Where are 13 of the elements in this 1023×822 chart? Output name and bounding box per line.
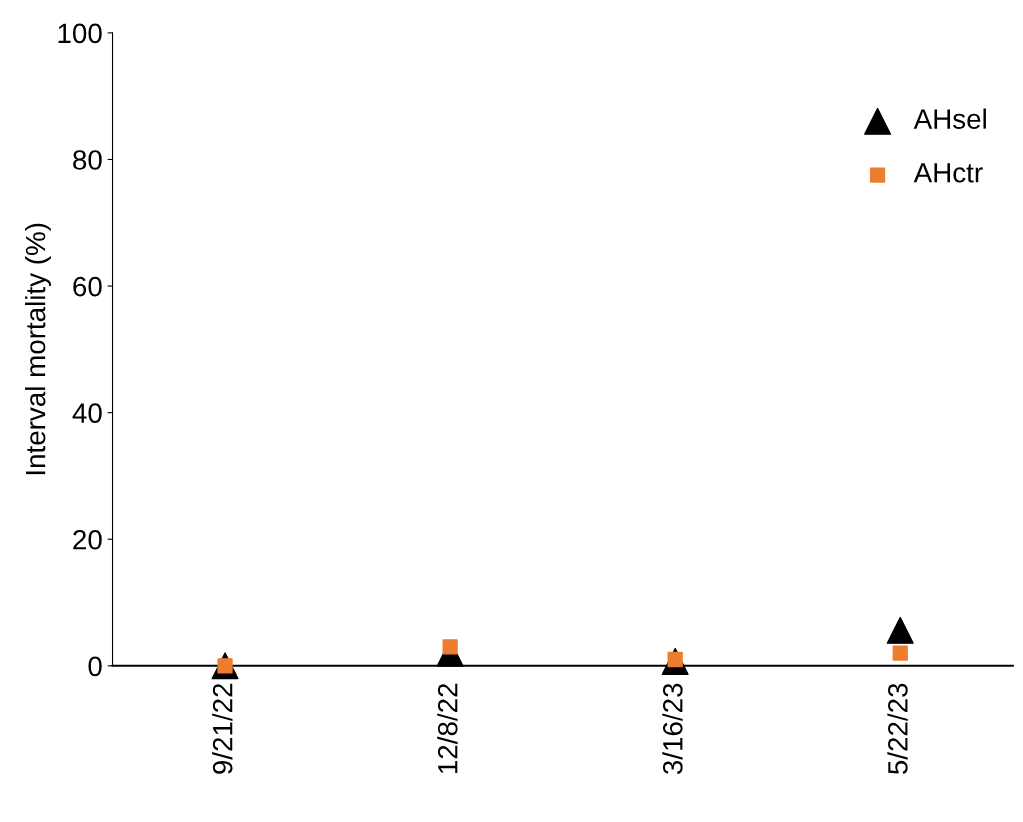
y-tick-label: 60 <box>73 276 102 297</box>
x-tick-label: 12/8/22 <box>437 683 458 774</box>
y-tick-label: 80 <box>73 150 102 170</box>
legend-label: AHctr <box>913 163 983 183</box>
x-tick-label: 3/16/23 <box>662 683 683 775</box>
y-axis-title: Interval mortality (%) <box>25 223 51 475</box>
y-tick-label: 0 <box>88 656 102 677</box>
y-tick-label: 20 <box>73 529 102 550</box>
y-tick-label: 40 <box>72 403 102 423</box>
x-tick-label: 9/21/22 <box>212 683 233 774</box>
legend-label: AHsel <box>913 108 986 129</box>
x-tick-label: 5/22/23 <box>887 683 908 775</box>
y-tick-label: 100 <box>58 23 102 44</box>
